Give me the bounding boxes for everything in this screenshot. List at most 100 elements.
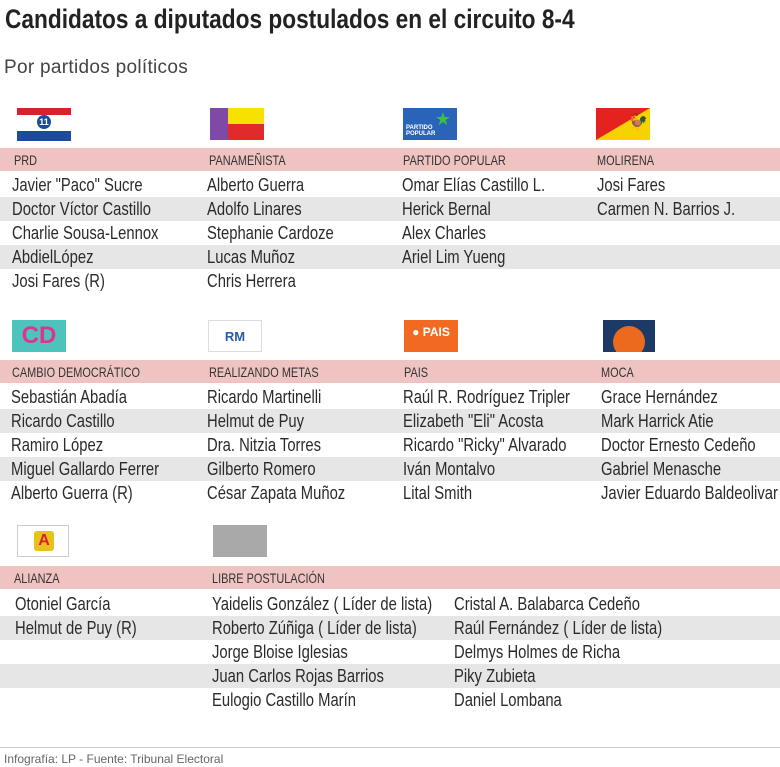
candidate-cell: Daniel Lombana xyxy=(454,689,589,711)
candidate-name: Ricardo Martinelli xyxy=(207,386,322,407)
candidate-name: Carmen N. Barrios J. xyxy=(597,198,736,219)
party-name: ALIANZA xyxy=(14,570,60,586)
candidate-name: Alex Charles xyxy=(402,222,486,243)
candidate-cell: Roberto Zúñiga ( Líder de lista) xyxy=(212,617,468,639)
candidate-name: Dra. Nitzia Torres xyxy=(207,434,322,455)
candidate-cell: Eulogio Castillo Marín xyxy=(212,689,392,711)
candidate-cell: Delmys Holmes de Richa xyxy=(454,641,662,663)
party-name: LIBRE POSTULACIÓN xyxy=(212,570,325,586)
party-name: PRD xyxy=(14,152,38,168)
candidate-cell: Gilberto Romero xyxy=(207,458,343,480)
candidate-cell: Elizabeth "Eli" Acosta xyxy=(403,410,579,432)
candidate-name: Jorge Bloise Iglesias xyxy=(212,641,348,662)
table-row: Doctor Víctor Castillo Adolfo Linares Heri… xyxy=(0,197,780,221)
party-header-band: PRD PANAMEÑISTA PARTIDO POPULAR MOLIRENA xyxy=(0,148,780,171)
candidate-cell: Grace Hernández xyxy=(601,386,747,408)
candidate-cell: AbdielLópez xyxy=(12,246,114,268)
candidate-name: Alberto Guerra (R) xyxy=(11,482,133,503)
candidate-name: Iván Montalvo xyxy=(403,458,496,479)
candidate-cell: Raúl Fernández ( Líder de lista) xyxy=(454,617,714,639)
candidate-cell: Miguel Gallardo Ferrer xyxy=(11,458,196,480)
candidate-name: Daniel Lombana xyxy=(454,689,562,710)
candidate-cell: Josi Fares xyxy=(597,174,682,196)
candidate-cell: Alex Charles xyxy=(402,222,507,244)
candidate-name: Adolfo Linares xyxy=(207,198,302,219)
candidate-name: Josi Fares (R) xyxy=(12,270,105,291)
candidate-name: Mark Harrick Atie xyxy=(601,410,714,431)
prd-logo: 11 xyxy=(17,108,71,141)
table-row: Otoniel García Yaidelis González ( Líder … xyxy=(0,592,780,616)
candidate-cell: Stephanie Cardoze xyxy=(207,222,365,244)
moca-logo xyxy=(603,320,655,352)
candidate-name: Lucas Muñoz xyxy=(207,246,296,267)
candidate-cell: Yaidelis González ( Líder de lista) xyxy=(212,593,487,615)
candidate-name: Roberto Zúñiga ( Líder de lista) xyxy=(212,617,417,638)
candidate-name: Omar Elías Castillo L. xyxy=(402,174,546,195)
candidate-cell: Alberto Guerra xyxy=(207,174,328,196)
page-subtitle: Por partidos políticos xyxy=(4,57,189,78)
candidate-cell: Helmut de Puy xyxy=(207,410,328,432)
candidate-name: Stephanie Cardoze xyxy=(207,222,334,243)
party-name: REALIZANDO METAS xyxy=(209,364,319,380)
candidate-name: Helmut de Puy xyxy=(207,410,305,431)
table-row: Helmut de Puy (R) Roberto Zúñiga ( Líder … xyxy=(0,616,780,640)
panamenista-logo xyxy=(210,108,264,140)
libre-postulacion-logo xyxy=(213,525,267,557)
candidate-cell: Adolfo Linares xyxy=(207,198,325,220)
candidate-name: Raúl R. Rodríguez Tripler xyxy=(403,386,570,407)
alianza-logo: A xyxy=(17,525,69,557)
table-row: Sebastián Abadía Ricardo Martinelli Raúl R… xyxy=(0,385,780,409)
candidate-name: César Zapata Muñoz xyxy=(207,482,346,503)
candidate-cell: César Zapata Muñoz xyxy=(207,482,380,504)
candidate-cell: Ariel Lim Yueng xyxy=(402,246,531,268)
cd-logo: CD xyxy=(12,320,66,352)
table-row: Josi Fares (R) Chris Herrera xyxy=(0,269,780,293)
candidate-name: Chris Herrera xyxy=(207,270,296,291)
party-name: PARTIDO POPULAR xyxy=(403,152,506,168)
candidate-cell: Juan Carlos Rojas Barrios xyxy=(212,665,427,687)
candidate-cell: Dra. Nitzia Torres xyxy=(207,434,350,456)
candidate-cell: Javier Eduardo Baldeolivar xyxy=(601,482,780,504)
candidate-cell: Cristal A. Balabarca Cedeño xyxy=(454,593,686,615)
party-name: PANAMEÑISTA xyxy=(209,152,286,168)
candidate-cell: Piky Zubieta xyxy=(454,665,556,687)
candidate-cell: Raúl R. Rodríguez Tripler xyxy=(403,386,612,408)
footer-divider xyxy=(0,747,780,748)
candidate-name: Gilberto Romero xyxy=(207,458,316,479)
candidate-cell: Ricardo Castillo xyxy=(11,410,141,432)
candidate-name: Piky Zubieta xyxy=(454,665,536,686)
candidate-cell: Omar Elías Castillo L. xyxy=(402,174,581,196)
table-row: Javier "Paco" Sucre Alberto Guerra Omar El… xyxy=(0,173,780,197)
rm-logo: RM xyxy=(208,320,262,352)
section-2: CD RM ● PAIS CAMBIO DEMOCRÁTICO REALIZAN… xyxy=(0,320,780,505)
pais-logo: ● PAIS xyxy=(404,320,458,352)
candidate-cell: Sebastián Abadía xyxy=(11,386,156,408)
candidate-cell: Josi Fares (R) xyxy=(12,270,128,292)
section-1: 11 ★ PARTIDO POPULAR 🐓 PRD PANAMEÑISTA PA… xyxy=(0,108,780,293)
party-header-band: CAMBIO DEMOCRÁTICO REALIZANDO METAS PAIS… xyxy=(0,360,780,383)
candidate-name: Alberto Guerra xyxy=(207,174,305,195)
candidate-name: Lital Smith xyxy=(403,482,473,503)
candidate-name: Grace Hernández xyxy=(601,386,718,407)
candidate-name: Miguel Gallardo Ferrer xyxy=(11,458,160,479)
candidate-name: Doctor Víctor Castillo xyxy=(12,198,151,219)
footer-credit: Infografía: LP - Fuente: Tribunal Electo… xyxy=(4,752,224,766)
candidate-cell: Javier "Paco" Sucre xyxy=(12,174,175,196)
partido-popular-logo: ★ PARTIDO POPULAR xyxy=(403,108,457,140)
candidate-name: Ricardo Castillo xyxy=(11,410,115,431)
candidate-cell: Charlie Sousa-Lennox xyxy=(12,222,195,244)
candidate-cell: Alberto Guerra (R) xyxy=(11,482,163,504)
table-row: Charlie Sousa-Lennox Stephanie Cardoze Ale… xyxy=(0,221,780,245)
candidate-cell: Ramiro López xyxy=(11,434,126,456)
candidate-cell: Doctor Víctor Castillo xyxy=(12,198,186,220)
page-title: Candidatos a diputados postulados en el … xyxy=(5,4,575,34)
candidate-name: AbdielLópez xyxy=(12,246,94,267)
party-name: MOCA xyxy=(601,364,634,380)
candidate-name: Javier Eduardo Baldeolivar xyxy=(601,482,778,503)
candidate-cell: Iván Montalvo xyxy=(403,458,518,480)
candidate-name: Juan Carlos Rojas Barrios xyxy=(212,665,384,686)
table-row: Eulogio Castillo Marín Daniel Lombana xyxy=(0,688,780,712)
table-row: Miguel Gallardo Ferrer Gilberto Romero Ivá… xyxy=(0,457,780,481)
candidate-name: Raúl Fernández ( Líder de lista) xyxy=(454,617,663,638)
candidate-name: Delmys Holmes de Richa xyxy=(454,641,621,662)
